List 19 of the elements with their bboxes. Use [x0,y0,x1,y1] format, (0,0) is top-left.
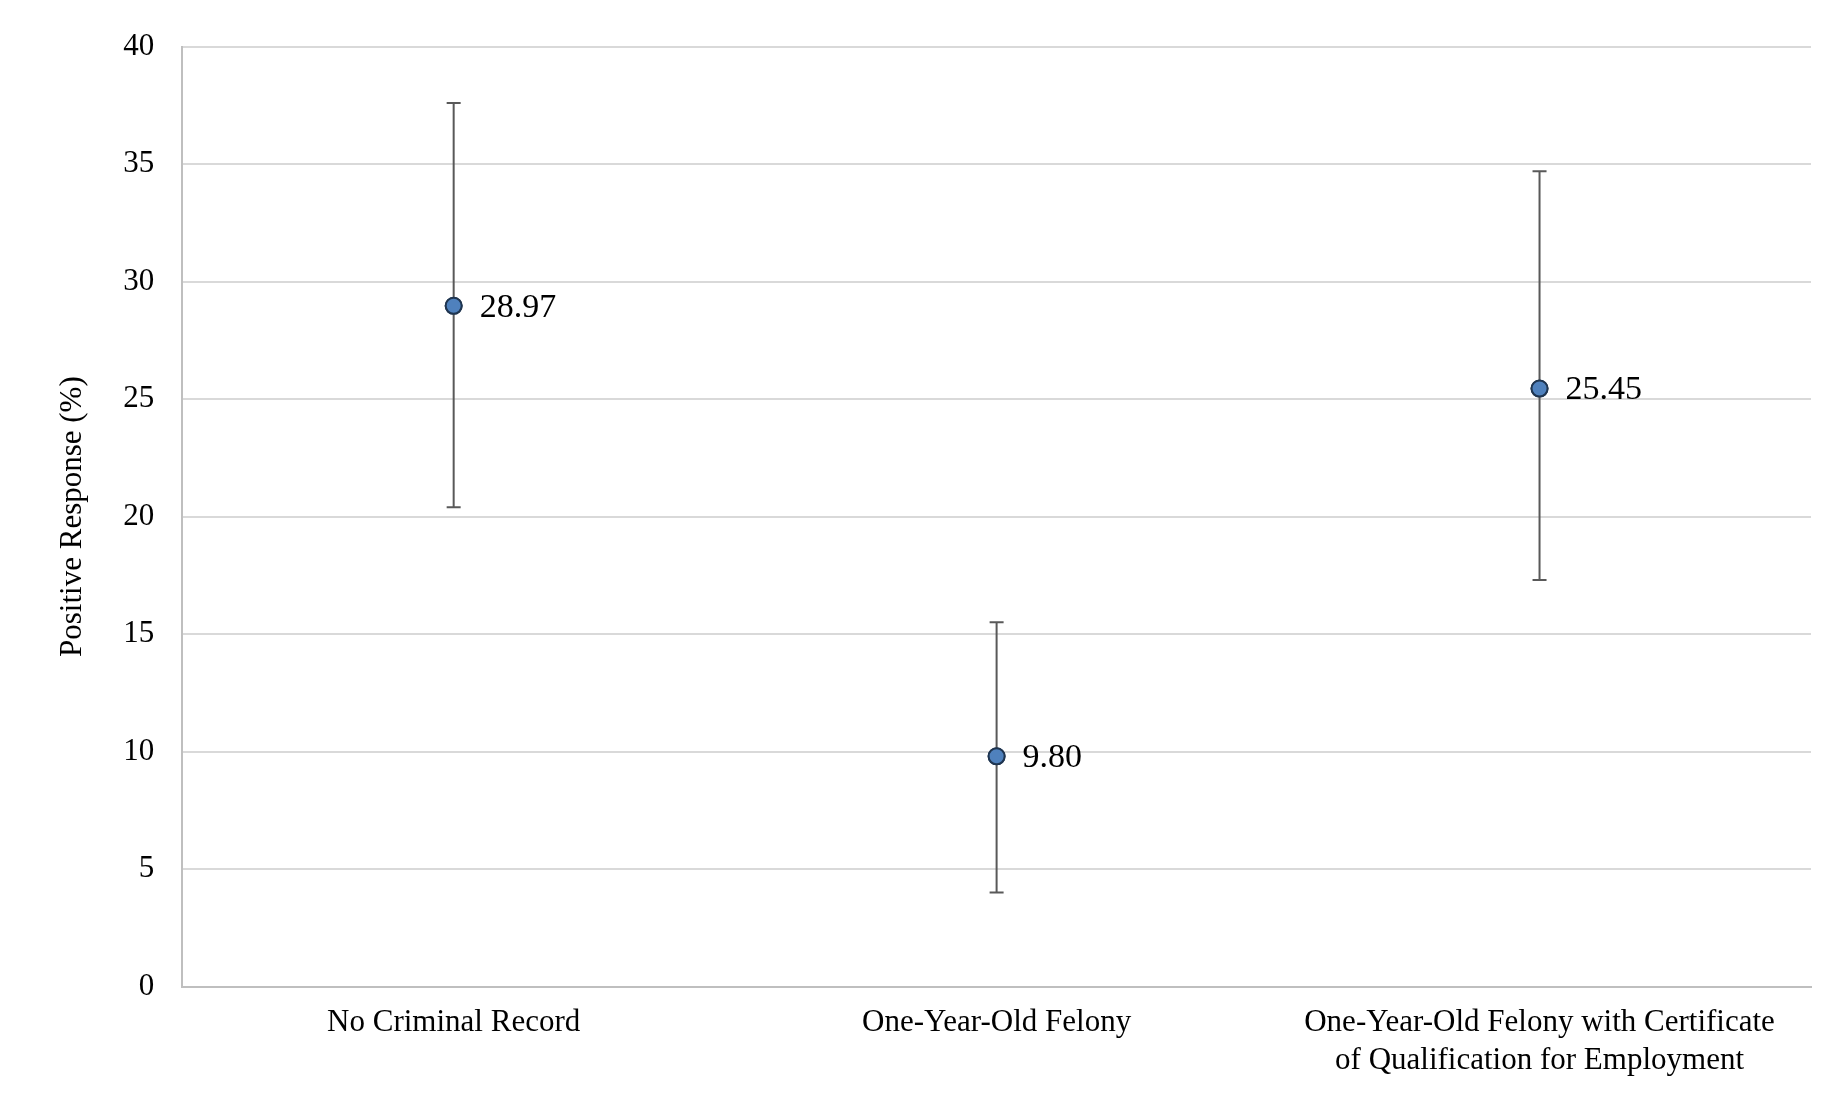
x-tick-label: No Criminal Record [327,1003,581,1039]
data-label: 25.45 [1565,369,1643,407]
y-tick-label: 30 [123,261,155,297]
y-tick-label: 15 [123,614,155,650]
y-tick-label: 35 [123,144,155,180]
y-tick-label: 40 [123,26,155,62]
point [987,747,1006,766]
x-tick-label: One-Year-Old Felony [862,1003,1132,1039]
y-tick-label: 25 [123,379,155,415]
point [444,296,463,315]
y-tick-label: 20 [123,496,155,532]
y-tick-label: 0 [138,966,155,1002]
point [1530,379,1549,398]
data-label: 28.97 [479,286,557,324]
data-label: 9.80 [1022,737,1083,775]
x-tick-label: One-Year-Old Felony with Certificate of Qualification for Employment [1304,1003,1775,1076]
y-tick-label: 10 [123,731,155,767]
y-axis-title: Positive Response (%) [52,376,88,657]
y-tick-label: 5 [138,849,155,885]
